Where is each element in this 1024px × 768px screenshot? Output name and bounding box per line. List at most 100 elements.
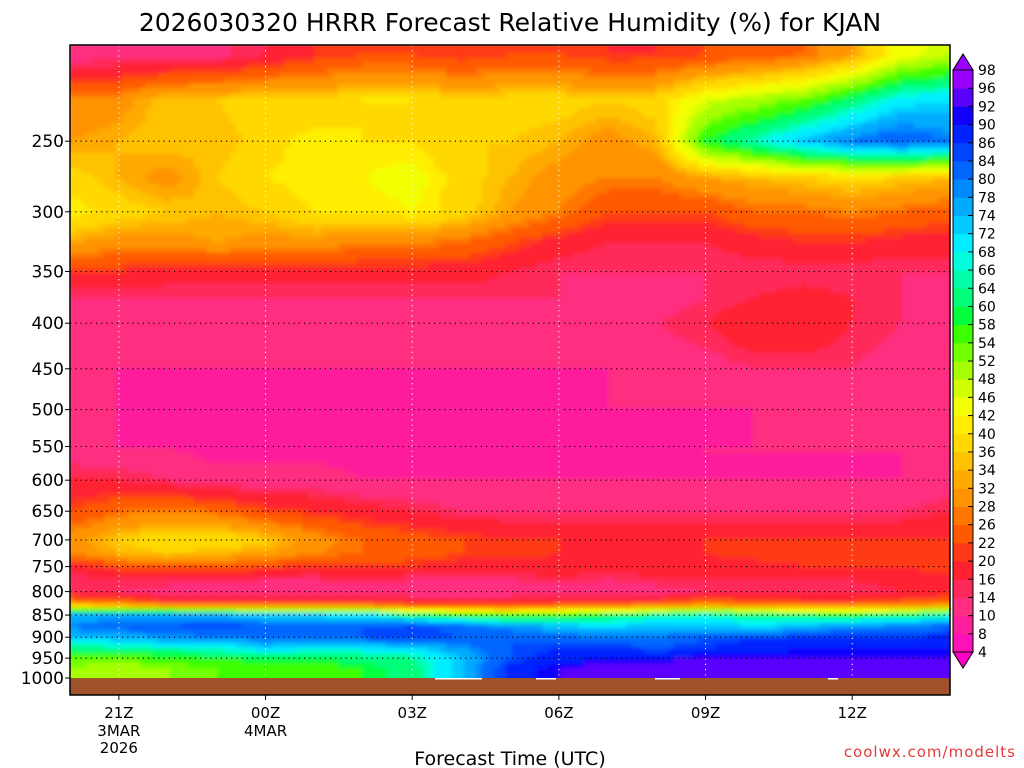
rh-cell [764, 78, 771, 84]
rh-cell [854, 98, 861, 104]
rh-cell [404, 103, 411, 109]
rh-cell [536, 188, 543, 194]
rh-cell [698, 173, 705, 179]
rh-cell [422, 203, 429, 209]
rh-cell [212, 98, 219, 104]
rh-cell [728, 58, 735, 64]
rh-cell [914, 113, 921, 119]
rh-cell [80, 128, 87, 134]
rh-cell [464, 158, 471, 164]
rh-cell [422, 128, 429, 134]
rh-cell [260, 153, 267, 159]
rh-cell [872, 138, 879, 144]
rh-cell [338, 198, 345, 204]
rh-cell [734, 118, 741, 124]
rh-cell [776, 183, 783, 189]
rh-cell [98, 178, 105, 184]
rh-cell [302, 193, 309, 199]
rh-cell [374, 113, 381, 119]
rh-cell [170, 143, 177, 149]
rh-cell [146, 153, 153, 159]
rh-cell [176, 88, 183, 94]
rh-cell [602, 208, 609, 214]
rh-cell [608, 113, 615, 119]
rh-cell [308, 208, 315, 214]
rh-cell [878, 68, 885, 74]
rh-cell [566, 193, 573, 199]
rh-cell [638, 163, 645, 169]
rh-cell [878, 73, 885, 79]
rh-cell [146, 123, 153, 129]
rh-cell [872, 203, 879, 209]
rh-cell [356, 98, 363, 104]
rh-cell [938, 45, 945, 49]
rh-cell [170, 178, 177, 184]
rh-cell [590, 203, 597, 209]
rh-cell [530, 193, 537, 199]
rh-cell [656, 133, 663, 139]
rh-cell [446, 168, 453, 174]
rh-cell [806, 88, 813, 94]
rh-cell [728, 103, 735, 109]
rh-cell [494, 68, 501, 74]
rh-cell [500, 188, 507, 194]
rh-cell [776, 78, 783, 84]
rh-cell [752, 133, 759, 139]
rh-cell [110, 108, 117, 114]
rh-cell [488, 58, 495, 64]
rh-cell [362, 203, 369, 209]
rh-cell [878, 198, 885, 204]
rh-cell [590, 138, 597, 144]
rh-cell [248, 153, 255, 159]
rh-cell [434, 93, 441, 99]
rh-cell [386, 93, 393, 99]
rh-cell [842, 113, 849, 119]
rh-cell [452, 163, 459, 169]
rh-cell [950, 53, 957, 59]
rh-cell [278, 108, 285, 114]
rh-cell [536, 58, 543, 64]
rh-cell [164, 88, 171, 94]
rh-cell [638, 153, 645, 159]
rh-cell [446, 183, 453, 189]
rh-cell [506, 48, 513, 54]
rh-cell [950, 48, 957, 54]
rh-cell [566, 178, 573, 184]
rh-cell [206, 158, 213, 164]
rh-cell [200, 103, 207, 109]
rh-cell [446, 118, 453, 124]
rh-cell [224, 68, 231, 74]
rh-cell [650, 118, 657, 124]
rh-cell [632, 98, 639, 104]
rh-cell [842, 48, 849, 54]
rh-cell [140, 93, 147, 99]
rh-cell [344, 203, 351, 209]
rh-cell [200, 78, 207, 84]
rh-cell [770, 78, 777, 84]
rh-cell [116, 198, 123, 204]
rh-cell [242, 103, 249, 109]
rh-cell [872, 93, 879, 99]
rh-cell [920, 108, 927, 114]
rh-cell [602, 113, 609, 119]
rh-cell [482, 178, 489, 184]
rh-cell [392, 108, 399, 114]
rh-cell [878, 148, 885, 154]
rh-cell [182, 133, 189, 139]
rh-cell [464, 78, 471, 84]
rh-cell [578, 113, 585, 119]
rh-cell [128, 113, 135, 119]
rh-cell [860, 193, 867, 199]
rh-cell [128, 88, 135, 94]
rh-cell [458, 133, 465, 139]
rh-cell [800, 53, 807, 59]
rh-cell [824, 88, 831, 94]
rh-cell [632, 208, 639, 214]
rh-cell [650, 123, 657, 129]
rh-cell [716, 103, 723, 109]
rh-cell [146, 198, 153, 204]
rh-cell [452, 53, 459, 59]
rh-cell [938, 168, 945, 174]
rh-cell [170, 68, 177, 74]
rh-cell [404, 113, 411, 119]
